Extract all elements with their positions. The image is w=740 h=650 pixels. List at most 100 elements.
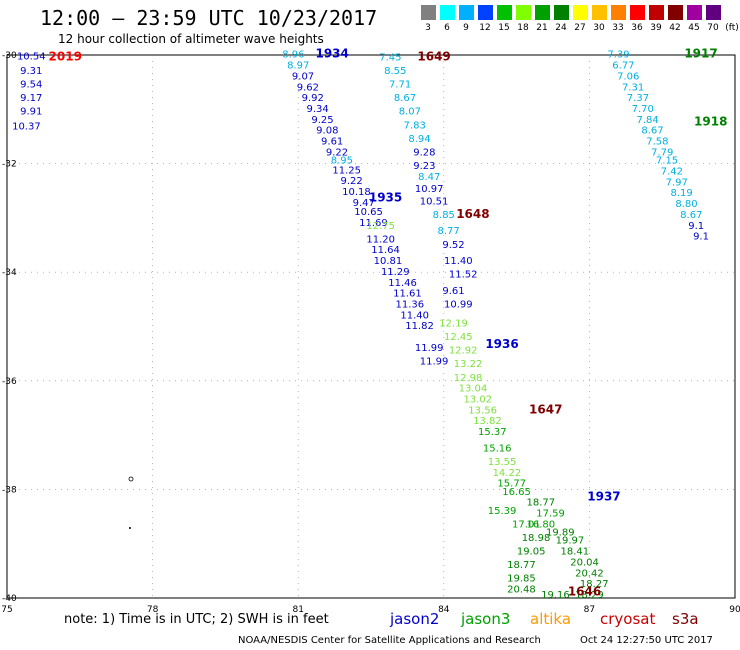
wave-height-value: 11.29 [381,267,410,278]
wave-height-value: 8.85 [433,210,455,221]
color-swatch [497,5,512,20]
lat-label: -36 [2,377,17,387]
wave-height-value: 11.46 [388,278,417,289]
wave-height-value: 19.89 [546,528,575,539]
wave-height-value: 10.54 [17,51,46,62]
wave-height-value: 8.96 [282,50,304,61]
wave-height-value: 7.31 [622,82,644,93]
island-markers [128,476,134,529]
legend-s3a: s3a [672,610,699,628]
lat-label: -34 [2,268,17,278]
wave-height-value: 9.28 [413,147,435,158]
wave-height-value: 7.42 [661,166,683,177]
color-swatch [649,5,664,20]
color-scale-label: 36 [631,23,643,33]
wave-height-value: 9.34 [306,104,328,115]
wave-height-value: 11.52 [449,270,478,281]
page-subtitle: 12 hour collection of altimeter wave hei… [58,32,324,46]
color-swatch [516,5,531,20]
axis-labels: 75 78 81 84 87 90 -30 -32 -34 -36 -38 -40 [1,51,740,615]
wave-height-value: 7.71 [389,80,411,91]
lon-label: 81 [292,605,303,615]
lon-label: 78 [147,605,159,615]
wave-height-value: 10.51 [420,196,449,207]
wave-height-value: 12.75 [366,221,395,232]
wave-height-value: 19.16 [541,590,570,601]
lat-label: -32 [2,160,17,170]
lat-label: -30 [2,51,17,61]
wave-height-value: 9.61 [321,137,343,148]
wave-height-value: 18.77 [507,560,536,571]
wave-height-value: 9.54 [20,80,42,91]
wave-height-value: 13.56 [468,405,497,416]
color-swatch [687,5,702,20]
island-marker [128,476,134,482]
lon-label: 84 [438,605,450,615]
track-1649: 7.45 8.55 7.71 8.67 8.07 7.83 8.94 9.28 9.238.47… [379,49,451,207]
wave-height-value: 8.67 [641,126,663,137]
wave-height-value: 11.61 [393,289,422,300]
wave-height-value: 9.07 [292,71,314,82]
orbit-pass-label: 1936 [485,337,518,351]
color-swatch [668,5,683,20]
color-swatch [421,5,436,20]
color-swatch [592,5,607,20]
wave-height-value: 8.67 [680,210,702,221]
color-scale-label: (ft) [725,23,739,33]
wave-height-value: 16.65 [502,487,531,498]
track-1917: 7.396.777.067.317.377.707.848.677.587.79… [607,47,717,243]
wave-height-value: 7.97 [666,177,688,188]
wave-height-value: 18.29 [575,590,604,601]
wave-height-value: 8.97 [287,61,309,72]
color-scale-label: 70 [707,23,719,33]
color-swatch [478,5,493,20]
wave-height-value: 18.77 [527,498,556,509]
wave-height-value: 7.39 [607,50,629,61]
track-1937: 1937 [587,489,620,503]
wave-height-value: 9.61 [442,286,464,297]
orbit-pass-label: 1648 [456,207,489,221]
wave-height-value: 16.80 [527,519,556,530]
wave-height-value: 7.79 [651,147,673,158]
wave-height-value: 12.98 [454,373,483,384]
wave-height-value: 9.25 [311,115,333,126]
wave-height-value: 19.05 [517,547,546,558]
wave-height-value: 7.15 [656,156,678,167]
wave-height-value: 11.36 [396,299,425,310]
wave-height-value: 8.07 [399,107,421,118]
color-swatch [611,5,626,20]
track-1935: 1935 [369,191,402,205]
orbit-pass-label: 1918 [694,115,727,129]
wave-height-value: 11.69 [359,218,388,229]
color-scale-label: 21 [536,23,548,33]
wave-height-value: 15.77 [497,479,526,490]
wave-height-value: 11.99 [415,343,444,354]
wave-height-value: 11.99 [420,357,449,368]
island-marker [129,527,131,529]
color-swatch [630,5,645,20]
wave-height-value: 9.23 [413,161,435,172]
wave-height-value: 15.16 [483,443,512,454]
color-scale-label: 33 [612,23,624,33]
wave-height-value: 9.52 [442,240,464,251]
wave-height-value: 15.39 [488,506,517,517]
wave-height-value: 11.64 [371,245,400,256]
orbit-pass-label: 2019 [49,49,82,63]
wave-height-value: 14.22 [493,468,522,479]
wave-height-value: 10.18 [342,187,371,198]
lat-label: -40 [2,594,17,604]
wave-height-value: 9.22 [326,147,348,158]
wave-height-value: 7.84 [637,115,659,126]
wave-height-value: 13.04 [459,384,488,395]
wave-height-value: 20.04 [570,557,599,568]
track-1918: 1918 [694,115,727,129]
color-scale-label: 15 [498,23,510,33]
wave-height-value: 9.31 [20,66,42,77]
wave-height-value: 20.48 [507,585,536,596]
legend-cryosat: cryosat [600,610,656,628]
lon-label: 75 [1,605,12,615]
wave-height-value: 15.37 [478,427,507,438]
wave-height-value: 19.97 [556,536,585,547]
